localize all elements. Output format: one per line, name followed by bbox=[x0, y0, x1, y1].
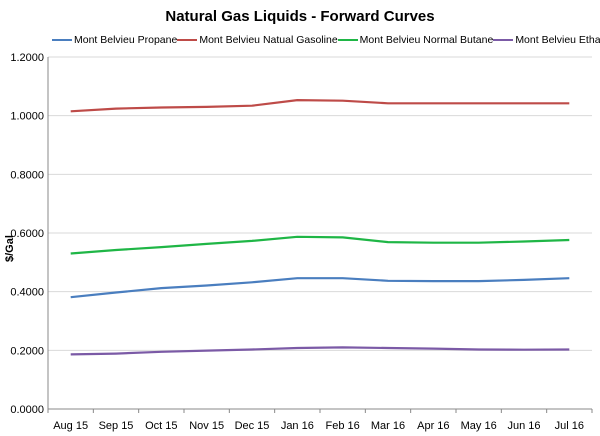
legend-label: Mont Belvieu Natual Gasoline bbox=[199, 34, 338, 46]
x-tick-label: Mar 16 bbox=[371, 420, 405, 432]
y-tick-label: 0.2000 bbox=[10, 345, 44, 357]
x-tick-label: May 16 bbox=[461, 420, 497, 432]
legend-swatch bbox=[52, 39, 72, 41]
y-tick-label: 1.0000 bbox=[10, 111, 44, 123]
x-tick-label: Dec 15 bbox=[235, 420, 270, 432]
y-tick-label: 1.2000 bbox=[10, 52, 44, 64]
legend: Mont Belvieu Propane Mont Belvieu Natual … bbox=[52, 34, 600, 46]
series-line bbox=[70, 98, 570, 113]
series-line bbox=[70, 346, 570, 356]
x-tick-label: Aug 15 bbox=[53, 420, 88, 432]
x-tick-label: Jan 16 bbox=[281, 420, 314, 432]
y-tick-label: 0.4000 bbox=[10, 287, 44, 299]
legend-label: Mont Belvieu Ethane bbox=[515, 34, 600, 46]
y-tick-label: 0.8000 bbox=[10, 169, 44, 181]
y-tick-label: 0.0000 bbox=[10, 404, 44, 416]
legend-item: Mont Belvieu Normal Butane bbox=[337, 34, 494, 46]
legend-swatch bbox=[177, 39, 198, 41]
legend-item: Mont Belvieu Natual Gasoline bbox=[177, 34, 338, 46]
legend-item: Mont Belvieu Ethane bbox=[493, 34, 600, 46]
x-tick-label: Jun 16 bbox=[507, 420, 540, 432]
y-tick-label: 0.6000 bbox=[10, 228, 44, 240]
series-line bbox=[70, 235, 570, 255]
x-tick-label: Feb 16 bbox=[326, 420, 360, 432]
x-tick-label: Sep 15 bbox=[99, 420, 134, 432]
x-tick-label: Apr 16 bbox=[417, 420, 449, 432]
legend-label: Mont Belvieu Normal Butane bbox=[359, 34, 494, 46]
legend-swatch bbox=[493, 39, 514, 41]
chart-title: Natural Gas Liquids - Forward Curves bbox=[165, 8, 435, 25]
series-line bbox=[70, 277, 570, 299]
legend-swatch bbox=[337, 39, 358, 41]
x-tick-label: Nov 15 bbox=[189, 420, 224, 432]
legend-item: Mont Belvieu Propane bbox=[52, 34, 177, 46]
x-tick-label: Oct 15 bbox=[145, 420, 177, 432]
legend-label: Mont Belvieu Propane bbox=[74, 34, 178, 46]
x-tick-label: Jul 16 bbox=[555, 420, 584, 432]
